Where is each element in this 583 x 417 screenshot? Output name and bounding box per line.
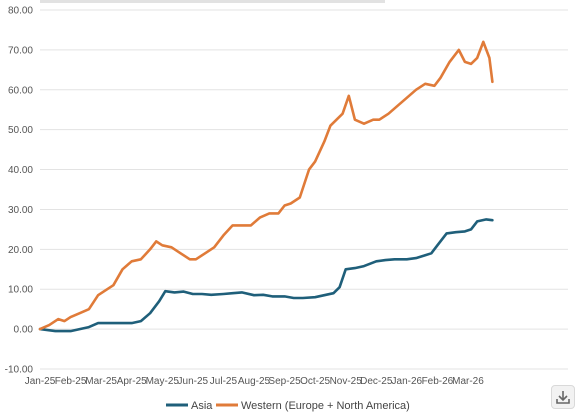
gridlines bbox=[40, 9, 568, 370]
y-tick-label: 60.00 bbox=[8, 85, 33, 96]
legend-label-asia: Asia bbox=[191, 400, 213, 412]
legend-label-western: Western (Europe + North America) bbox=[241, 400, 410, 412]
y-tick-label: 70.00 bbox=[8, 45, 33, 56]
y-tick-label: 30.00 bbox=[8, 205, 33, 216]
y-tick-label: 50.00 bbox=[8, 125, 33, 136]
series-lines bbox=[38, 40, 494, 333]
top-edge-strip bbox=[40, 0, 385, 3]
y-axis-tick-labels: -10.00 0.00 10.00 20.00 30.00 40.00 50.00 60.00… bbox=[5, 6, 34, 376]
download-button[interactable] bbox=[551, 385, 575, 409]
x-tick-label: Jan-25 bbox=[25, 376, 56, 387]
y-tick-label: 0.00 bbox=[14, 325, 34, 336]
x-tick-label: Feb-25 bbox=[55, 376, 87, 387]
series-line-asia bbox=[38, 218, 494, 333]
x-tick-label: Apr-25 bbox=[117, 376, 147, 387]
y-tick-label: 20.00 bbox=[8, 245, 33, 256]
x-tick-label: May-25 bbox=[146, 376, 180, 387]
x-tick-label: Oct-25 bbox=[300, 376, 330, 387]
x-tick-label: Aug-25 bbox=[238, 376, 271, 387]
x-tick-label: Mar-25 bbox=[85, 376, 117, 387]
x-tick-label: Mar-26 bbox=[452, 376, 484, 387]
y-tick-label: 40.00 bbox=[8, 165, 33, 176]
series-line-western bbox=[38, 40, 494, 331]
x-tick-label: Jun-25 bbox=[178, 376, 209, 387]
x-tick-label: Sep-25 bbox=[268, 376, 301, 387]
y-tick-label: -10.00 bbox=[5, 365, 34, 376]
x-tick-label: Jan-26 bbox=[392, 376, 423, 387]
legend: Asia Western (Europe + North America) bbox=[166, 400, 410, 412]
x-tick-label: Feb-26 bbox=[422, 376, 454, 387]
download-icon bbox=[556, 391, 570, 404]
x-tick-label: Dec-25 bbox=[360, 376, 393, 387]
x-tick-label: Nov-25 bbox=[330, 376, 363, 387]
x-tick-label: Jul-25 bbox=[210, 376, 238, 387]
y-tick-label: 80.00 bbox=[8, 6, 33, 17]
y-tick-label: 10.00 bbox=[8, 285, 33, 296]
